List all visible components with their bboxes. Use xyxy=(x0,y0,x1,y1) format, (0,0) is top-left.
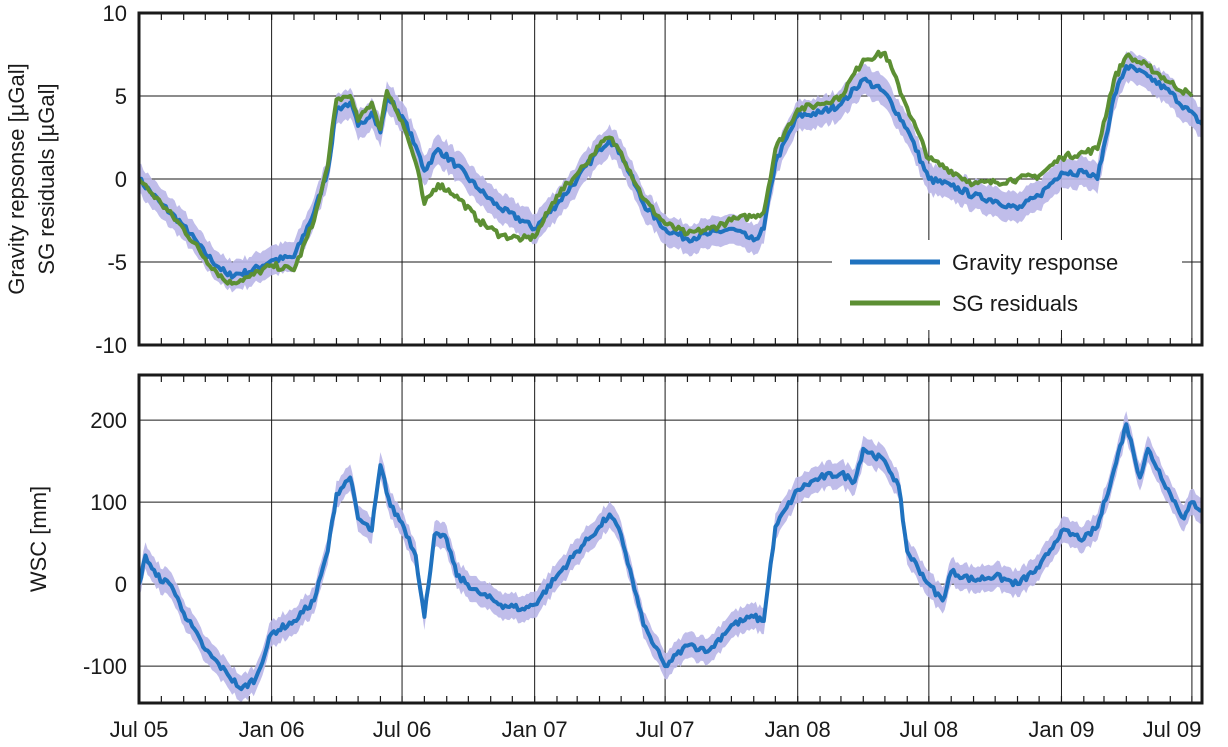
legend: Gravity response SG residuals xyxy=(832,240,1182,330)
x-tick-label: Jul 07 xyxy=(636,717,695,742)
uncertainty-band xyxy=(139,411,1202,703)
x-tick-label: Jan 09 xyxy=(1028,717,1094,742)
series-line-sg-residuals xyxy=(139,49,1194,286)
legend-label: SG residuals xyxy=(952,291,1078,316)
y-axis-label: Gravity repsonse [µGal] xyxy=(4,63,29,295)
series-layer xyxy=(139,411,1202,703)
x-tick-label: Jul 06 xyxy=(373,717,432,742)
series-layer xyxy=(139,49,1202,293)
x-tick-label: Jul 08 xyxy=(900,717,959,742)
y-tick-label: 200 xyxy=(90,408,127,433)
y-tick-label: 0 xyxy=(115,572,127,597)
x-tick-label: Jan 08 xyxy=(765,717,831,742)
y-tick-label: -100 xyxy=(83,654,127,679)
x-tick-label: Jan 06 xyxy=(239,717,305,742)
series-line-wsc xyxy=(139,422,1202,692)
uncertainty-band xyxy=(139,50,1202,293)
x-tick-label: Jul 09 xyxy=(1143,717,1202,742)
y-tick-label: -10 xyxy=(95,333,127,358)
plot-frame xyxy=(137,373,1204,705)
x-tick-label: Jan 07 xyxy=(502,717,568,742)
plot-frame xyxy=(137,11,1204,347)
y-axis-label: SG residuals [µGal] xyxy=(34,83,59,274)
legend-label: Gravity response xyxy=(952,250,1118,275)
wsc-panel: -100 0 100 200 WSC [mm] xyxy=(26,373,1204,705)
y-tick-label: 10 xyxy=(103,1,127,26)
x-axis-tick-labels: Jul 05 Jan 06 Jul 06 Jan 07 Jul 07 Jan 08 Jul … xyxy=(110,717,1202,742)
x-tick-label: Jul 05 xyxy=(110,717,169,742)
y-tick-label: 0 xyxy=(115,167,127,192)
y-tick-label: 5 xyxy=(115,84,127,109)
y-tick-label: -5 xyxy=(107,250,127,275)
y-axis-label: WSC [mm] xyxy=(26,486,51,592)
y-tick-label: 100 xyxy=(90,490,127,515)
